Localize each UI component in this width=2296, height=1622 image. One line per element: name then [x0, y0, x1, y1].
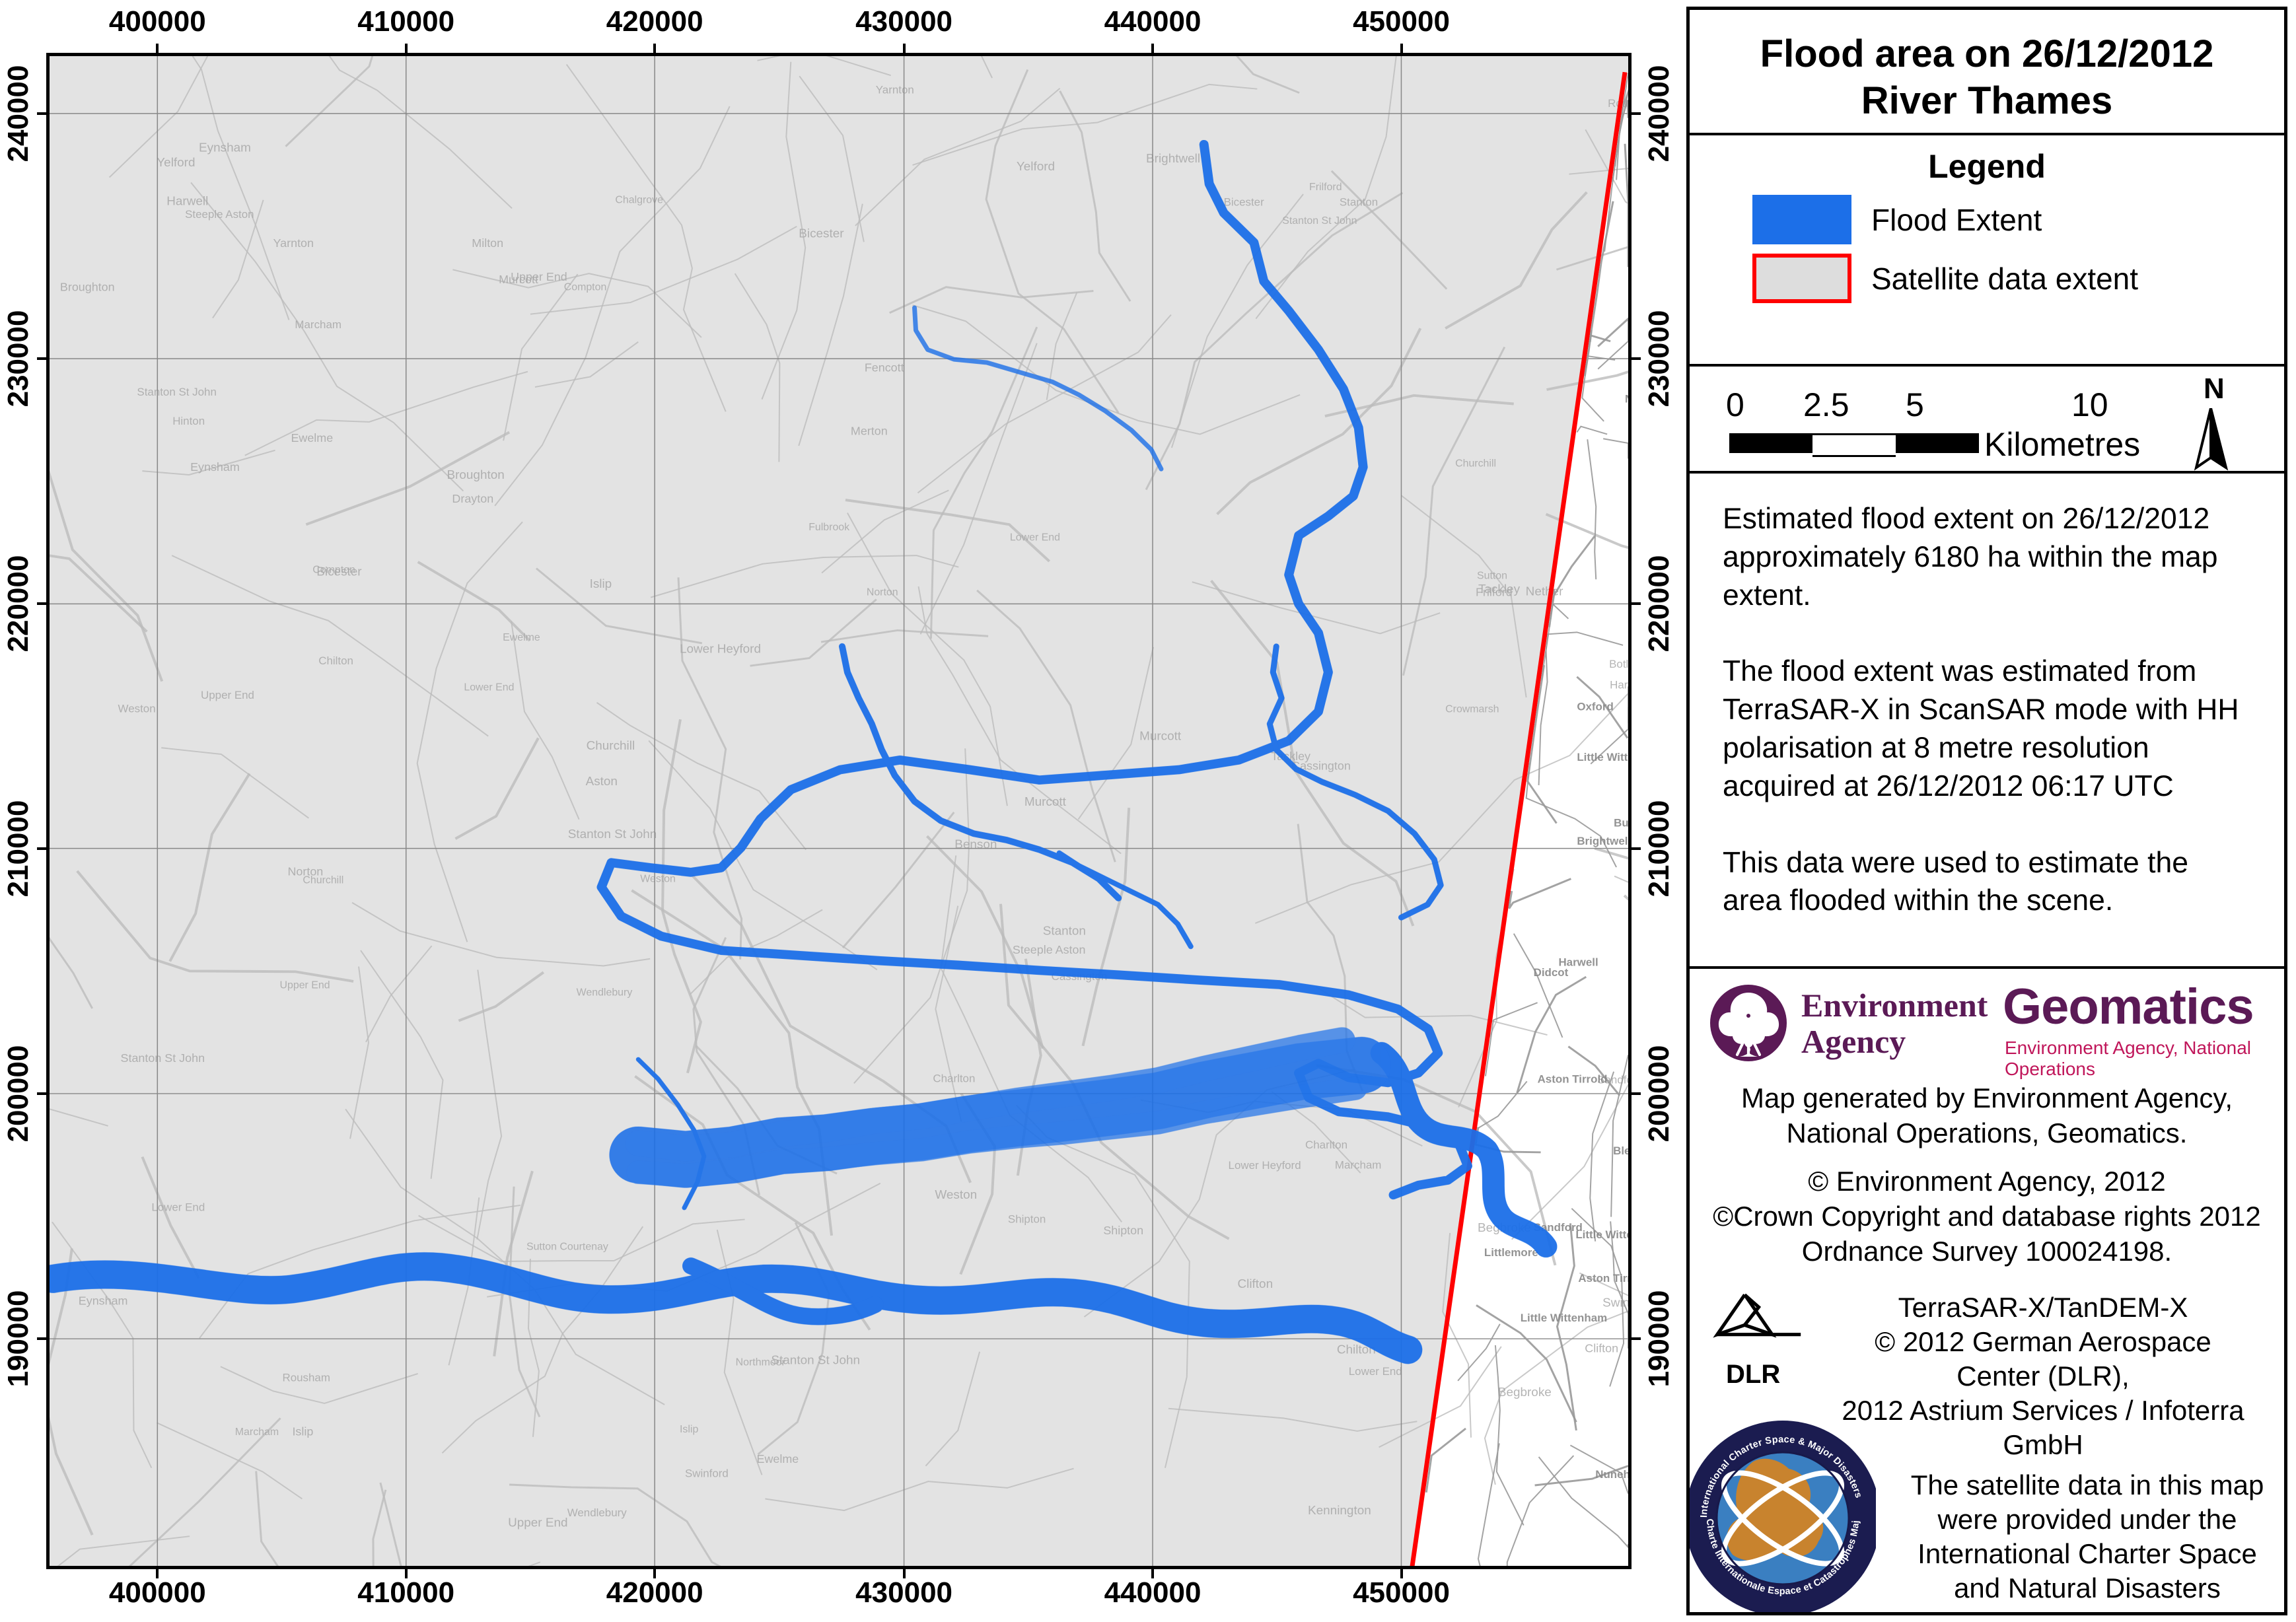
svg-text:Steeple Aston: Steeple Aston	[185, 208, 254, 221]
svg-text:Ewelme: Ewelme	[757, 1452, 799, 1465]
svg-text:Little Wittenham: Little Wittenham	[1575, 1228, 1632, 1241]
svg-text:Burcot: Burcot	[1614, 817, 1632, 829]
svg-text:North Moreton: North Moreton	[1625, 393, 1632, 406]
svg-text:Churchill: Churchill	[587, 738, 635, 752]
svg-text:Churchill: Churchill	[303, 875, 343, 886]
svg-text:Nuneham: Nuneham	[1595, 1468, 1632, 1481]
svg-text:Broughton: Broughton	[447, 468, 504, 481]
svg-text:Stanton: Stanton	[1043, 924, 1086, 938]
svg-text:Yarnton: Yarnton	[273, 236, 314, 250]
svg-text:Marcham: Marcham	[295, 318, 341, 331]
svg-text:Swinford: Swinford	[685, 1467, 729, 1479]
svg-text:Wendlebury: Wendlebury	[577, 987, 633, 999]
svg-text:Marcham: Marcham	[235, 1427, 279, 1438]
svg-text:Oxford: Oxford	[1577, 701, 1613, 713]
svg-text:Northmoor: Northmoor	[736, 1357, 785, 1368]
svg-text:Eynsham: Eynsham	[190, 460, 240, 474]
svg-text:Yelford: Yelford	[157, 155, 195, 169]
svg-text:Murcott: Murcott	[1139, 729, 1182, 743]
svg-text:Little Wittenham: Little Wittenham	[1577, 751, 1632, 763]
svg-text:Eynsham: Eynsham	[79, 1294, 128, 1308]
svg-text:Harwell: Harwell	[166, 194, 208, 208]
svg-text:Stanton St John: Stanton St John	[1282, 215, 1357, 227]
svg-text:Yelford: Yelford	[1017, 159, 1055, 173]
svg-text:Lower End: Lower End	[151, 1201, 205, 1214]
svg-text:Fencott: Fencott	[865, 361, 904, 374]
svg-text:Rousham: Rousham	[283, 1372, 330, 1384]
svg-text:Aston: Aston	[586, 774, 618, 788]
svg-text:Frilford: Frilford	[1309, 182, 1342, 193]
svg-text:Compton: Compton	[564, 282, 607, 293]
svg-text:Drayton: Drayton	[452, 492, 493, 505]
svg-text:Sutton Courtenay: Sutton Courtenay	[526, 1241, 608, 1252]
svg-text:Lower End: Lower End	[1010, 532, 1060, 544]
svg-text:Weston: Weston	[118, 703, 156, 715]
svg-text:Brightwell: Brightwell	[1146, 151, 1200, 165]
svg-text:Stanton St John: Stanton St John	[137, 386, 216, 398]
svg-text:Littlemore: Littlemore	[1484, 1246, 1538, 1259]
svg-text:Weston: Weston	[935, 1187, 977, 1201]
svg-text:Stanton: Stanton	[1340, 196, 1378, 209]
svg-text:Kennington: Kennington	[1308, 1503, 1371, 1517]
svg-text:Crowmarsh: Crowmarsh	[1445, 704, 1499, 715]
svg-text:Stanton St John: Stanton St John	[121, 1051, 205, 1065]
svg-text:Swinford: Swinford	[1602, 1296, 1632, 1310]
svg-text:Lower End: Lower End	[464, 682, 514, 693]
svg-text:Little Wittenham: Little Wittenham	[1521, 1312, 1607, 1324]
svg-text:Hinton: Hinton	[172, 415, 205, 427]
svg-text:Broughton: Broughton	[60, 281, 115, 294]
svg-text:Marcham: Marcham	[1335, 1158, 1382, 1171]
svg-text:Islip: Islip	[680, 1424, 699, 1435]
svg-text:Norton: Norton	[867, 587, 898, 598]
svg-text:Tackley: Tackley	[1478, 582, 1521, 596]
svg-text:Sutton: Sutton	[1477, 570, 1507, 581]
svg-text:Bicester: Bicester	[1224, 196, 1265, 209]
svg-text:Charlton: Charlton	[933, 1072, 975, 1084]
svg-text:Weston: Weston	[640, 874, 676, 885]
svg-text:Clifton: Clifton	[1237, 1277, 1273, 1290]
svg-text:Ewelme: Ewelme	[291, 431, 333, 444]
svg-text:Wendlebury: Wendlebury	[567, 1506, 628, 1519]
svg-text:Compton: Compton	[312, 565, 355, 576]
svg-text:Upper End: Upper End	[201, 689, 254, 701]
svg-text:Lower Heyford: Lower Heyford	[1229, 1159, 1301, 1172]
svg-text:Charlton: Charlton	[1305, 1139, 1347, 1151]
svg-text:Yarnton: Yarnton	[876, 84, 914, 96]
svg-text:Upper End: Upper End	[280, 980, 330, 991]
svg-text:Clifton: Clifton	[1585, 1342, 1618, 1355]
svg-text:Aston Tirrold: Aston Tirrold	[1538, 1073, 1608, 1085]
svg-text:Lower End: Lower End	[1349, 1365, 1402, 1378]
svg-text:Fulbrook: Fulbrook	[808, 522, 849, 533]
svg-text:Eynsham: Eynsham	[199, 141, 251, 155]
svg-text:Brightwell: Brightwell	[1577, 835, 1631, 847]
svg-text:Churchill: Churchill	[1455, 458, 1496, 469]
svg-text:Stanton St John: Stanton St John	[568, 827, 657, 841]
svg-text:Chalgrove: Chalgrove	[615, 195, 663, 206]
svg-text:Lower Heyford: Lower Heyford	[680, 642, 761, 656]
svg-text:Aston Tirrold: Aston Tirrold	[1578, 1272, 1632, 1285]
svg-text:Blewbury: Blewbury	[1613, 1145, 1632, 1157]
svg-text:Bicester: Bicester	[799, 227, 843, 240]
svg-text:Merton: Merton	[851, 425, 888, 438]
svg-text:Murcott: Murcott	[1024, 794, 1067, 808]
svg-text:Shipton: Shipton	[1008, 1213, 1046, 1225]
svg-text:Begbroke: Begbroke	[1498, 1385, 1552, 1399]
svg-text:Botley: Botley	[1609, 658, 1632, 670]
svg-text:Shipton: Shipton	[1103, 1224, 1143, 1237]
svg-text:Islip: Islip	[292, 1425, 313, 1438]
svg-text:Steeple Aston: Steeple Aston	[1013, 943, 1086, 956]
svg-text:Harwell: Harwell	[1558, 956, 1598, 969]
svg-text:Ewelme: Ewelme	[503, 632, 540, 643]
svg-text:Islip: Islip	[590, 577, 612, 590]
svg-text:Upper End: Upper End	[508, 1516, 567, 1530]
svg-text:Chilton: Chilton	[318, 654, 353, 667]
svg-text:Murcott: Murcott	[499, 273, 538, 286]
svg-text:Milton: Milton	[472, 236, 503, 250]
